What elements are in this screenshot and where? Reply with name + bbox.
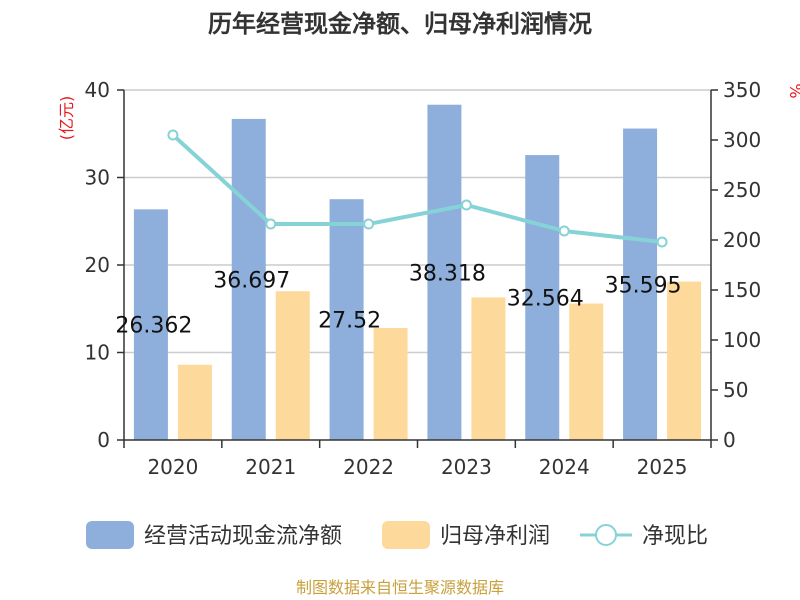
bar-operating-cash-flow (329, 199, 364, 440)
legend-swatch-operating-cash-flow[interactable] (86, 521, 134, 549)
legend-label-operating-cash-flow[interactable]: 经营活动现金流净额 (144, 524, 342, 549)
y-right-tick-label: 0 (723, 428, 736, 452)
bar-data-label: 36.697 (213, 268, 290, 293)
legend-label-net-cash-ratio[interactable]: 净现比 (642, 524, 708, 549)
line-point (460, 199, 472, 211)
x-tick-label: 2021 (245, 455, 296, 479)
line-net-cash-ratio (171, 133, 663, 244)
legend-swatch-net-profit[interactable] (382, 521, 430, 549)
y-left-tick-label: 40 (85, 78, 110, 102)
y-left-tick-label: 10 (85, 341, 110, 365)
bar-net-profit (275, 291, 310, 440)
x-tick-label: 2023 (441, 455, 492, 479)
x-tick-label: 2025 (637, 455, 688, 479)
x-tick-label: 2022 (343, 455, 394, 479)
chart-title: 历年经营现金净额、归母净利润情况 (208, 10, 592, 38)
y-left-tick-label: 20 (85, 253, 110, 277)
bar-data-label: 38.318 (409, 261, 486, 286)
bar-operating-cash-flow (623, 128, 658, 440)
line-point (167, 129, 179, 141)
bar-operating-cash-flow (525, 155, 560, 440)
bar-data-label: 26.362 (115, 314, 192, 339)
line-point (363, 218, 375, 230)
y-right-tick-label: 200 (723, 228, 761, 252)
y-right-tick-label: 150 (723, 278, 761, 302)
x-tick-label: 2024 (539, 455, 590, 479)
y-right-tick-label: 100 (723, 328, 761, 352)
line-point (558, 225, 570, 237)
line-point (656, 236, 668, 248)
bar-net-profit (667, 281, 702, 440)
y-right-tick-label: 300 (723, 128, 761, 152)
bar-data-label: 27.52 (318, 309, 381, 334)
bar-net-profit (177, 364, 212, 440)
y-left-unit-label: (亿元) (57, 96, 76, 141)
data-source-note: 制图数据来自恒生聚源数据库 (296, 578, 504, 597)
bar-operating-cash-flow (133, 209, 168, 440)
legend-label-net-profit[interactable]: 归母净利润 (440, 524, 550, 549)
line-point (265, 218, 277, 230)
x-tick-label: 2020 (147, 455, 198, 479)
bar-net-profit (471, 297, 506, 440)
y-right-tick-label: 50 (723, 378, 748, 402)
bar-net-profit (569, 303, 604, 440)
y-left-tick-label: 0 (97, 428, 110, 452)
y-right-unit-label: % (786, 83, 800, 98)
bar-operating-cash-flow (231, 118, 266, 441)
bar-net-profit (373, 328, 408, 440)
bar-data-label: 35.595 (605, 273, 682, 298)
y-right-tick-label: 350 (723, 78, 761, 102)
bar-operating-cash-flow (427, 104, 462, 440)
y-right-tick-label: 250 (723, 178, 761, 202)
legend-marker-net-cash-ratio[interactable] (595, 524, 617, 546)
bar-data-label: 32.564 (507, 287, 584, 312)
y-left-tick-label: 30 (85, 166, 110, 190)
